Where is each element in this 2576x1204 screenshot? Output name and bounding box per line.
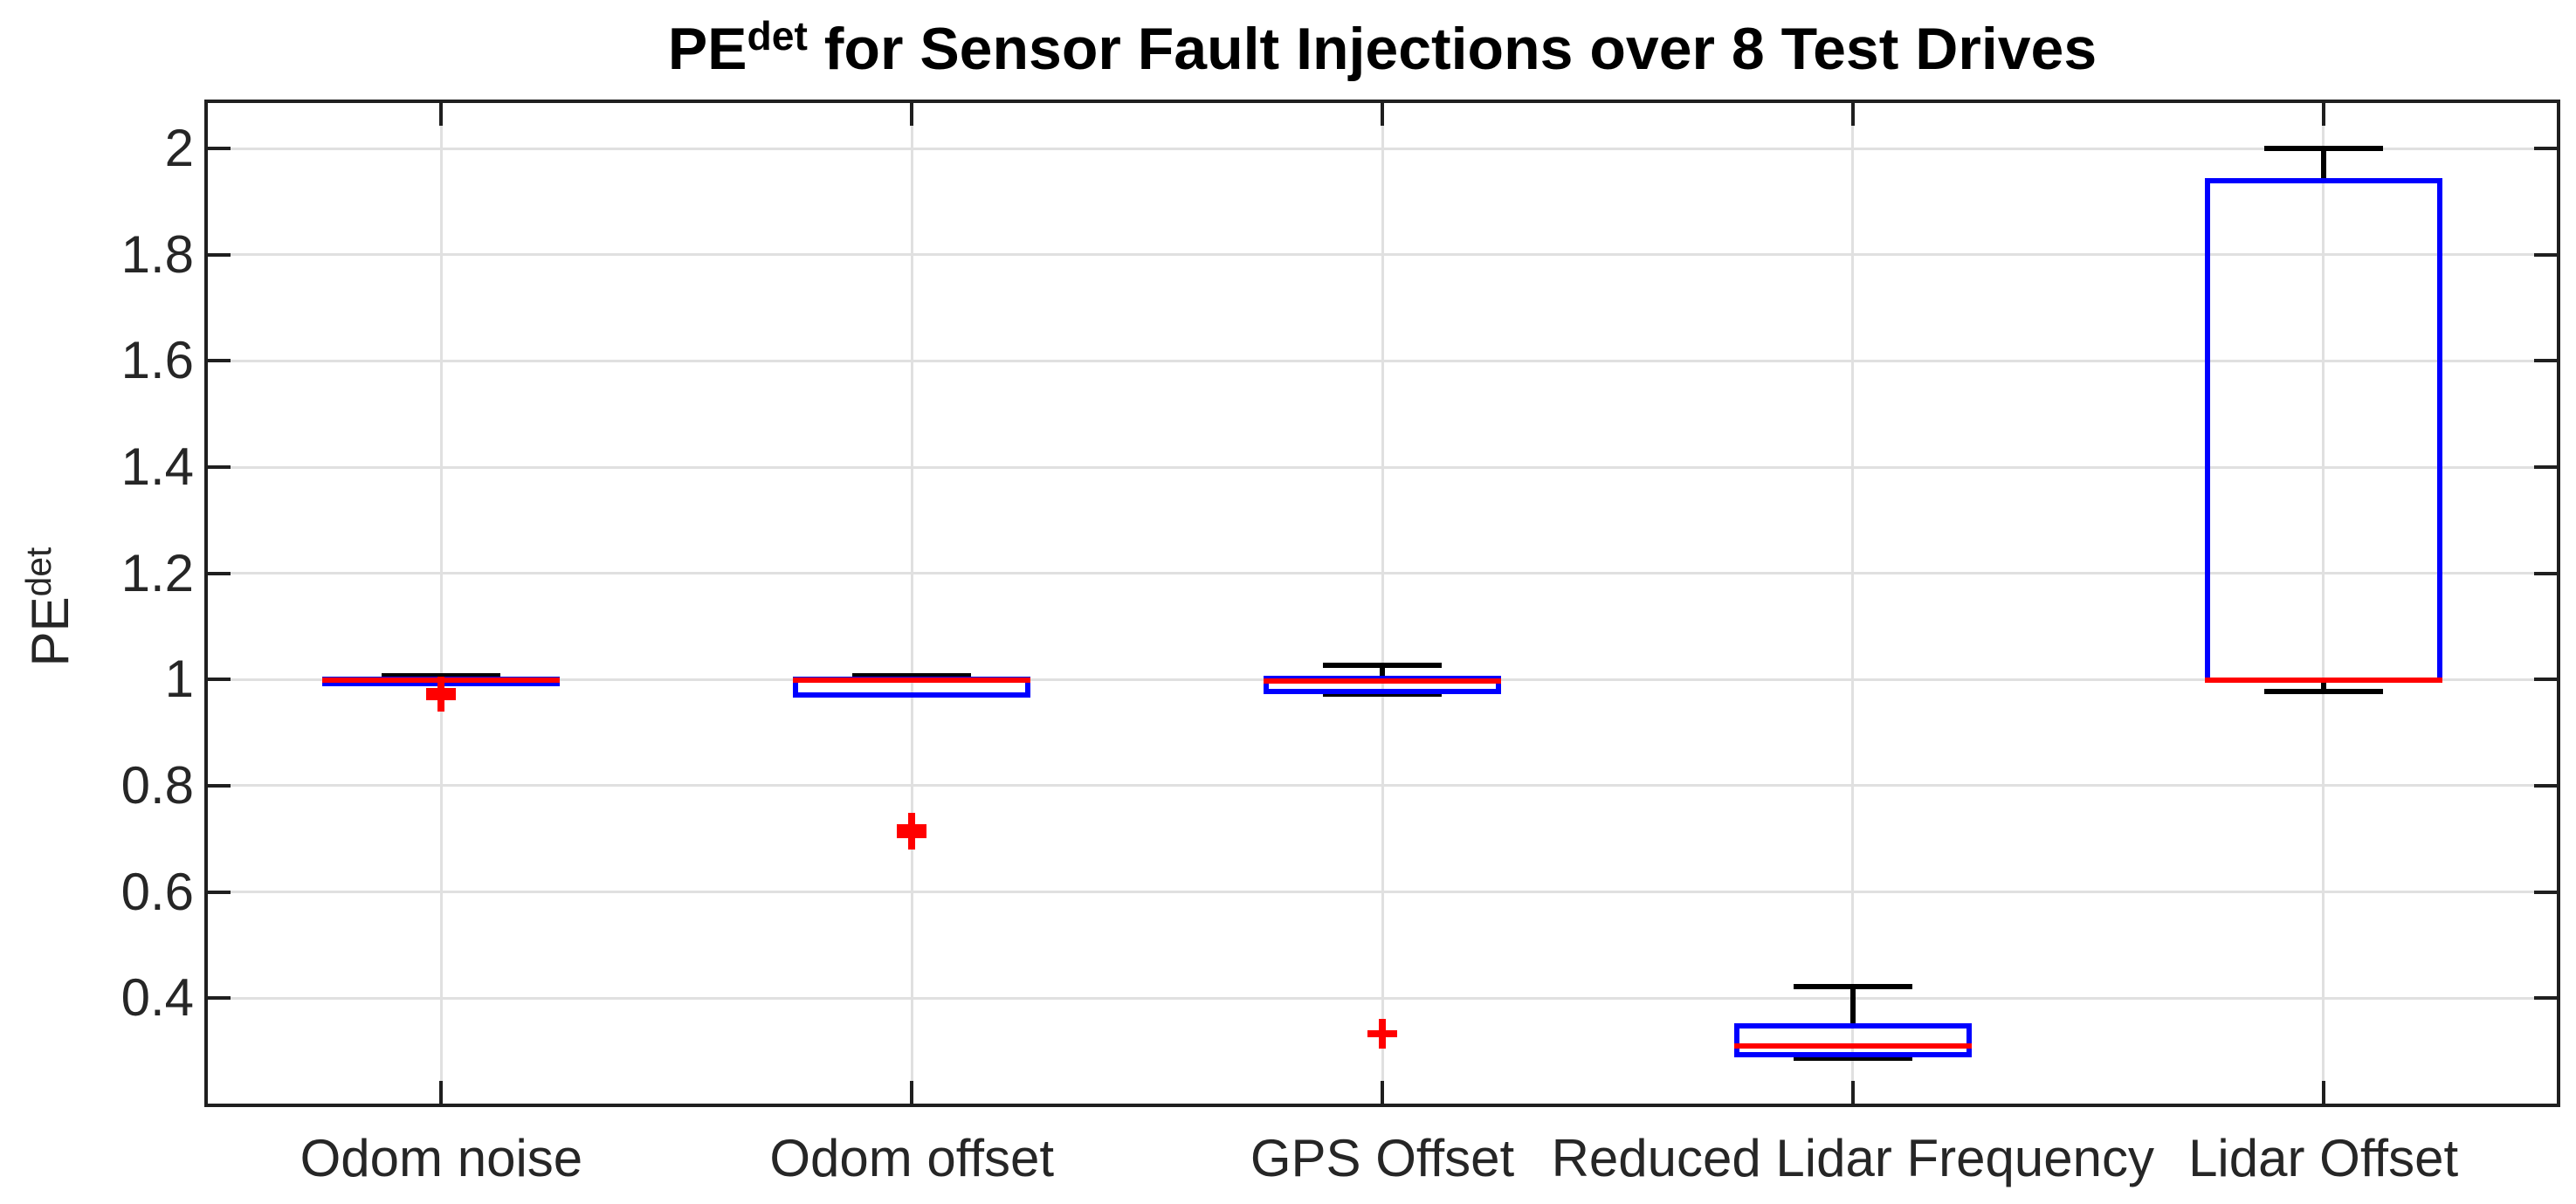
upper-whisker-cap — [2263, 146, 2383, 152]
x-tick-mark — [2321, 101, 2325, 126]
x-tick-mark — [1850, 1081, 1855, 1105]
x-tick-mark — [439, 101, 444, 126]
x-tick-mark — [910, 1081, 914, 1105]
lower-whisker-cap — [2263, 688, 2383, 694]
y-tick-mark — [2534, 890, 2559, 894]
x-tick-mark — [2321, 1081, 2325, 1105]
x-tick-label: Reduced Lidar Frequency — [1551, 1129, 2154, 1187]
box-top-edge — [1733, 1023, 1972, 1029]
vertical-gridline — [439, 101, 443, 1105]
x-tick-mark — [439, 1081, 444, 1105]
y-tick-label: 1.6 — [121, 331, 194, 390]
vertical-gridline — [910, 101, 913, 1105]
vertical-gridline — [1851, 101, 1855, 1105]
box-bottom-edge — [793, 691, 1031, 698]
x-tick-label: GPS Offset — [1250, 1129, 1515, 1187]
y-tick-mark — [2534, 996, 2559, 1001]
y-tick-mark — [2534, 783, 2559, 788]
outlier-marker — [1379, 1018, 1386, 1049]
box-right-edge — [1025, 676, 1031, 698]
x-tick-mark — [1381, 1081, 1384, 1105]
y-tick-label: 0.6 — [121, 862, 194, 921]
y-tick-label: 1.8 — [121, 224, 194, 284]
chart-title-rest: for Sensor Fault Injections over 8 Test … — [807, 16, 2097, 82]
box-left-edge — [1733, 1023, 1739, 1057]
y-tick-label: 1.2 — [121, 543, 194, 602]
y-tick-mark — [206, 571, 231, 575]
y-tick-label: 1.4 — [121, 437, 194, 496]
median-line — [793, 678, 1031, 684]
median-line — [1733, 1042, 1972, 1049]
y-tick-mark — [206, 465, 231, 469]
box-bottom-edge — [1264, 688, 1501, 694]
y-tick-mark — [206, 996, 231, 1001]
upper-whisker-cap — [382, 673, 501, 678]
x-tick-mark — [1381, 101, 1384, 126]
lower-whisker-stem — [2320, 680, 2326, 691]
outlier-marker — [908, 820, 916, 850]
y-tick-label: 0.8 — [121, 755, 194, 815]
y-tick-label: 1 — [164, 650, 194, 709]
x-tick-label: Lidar Offset — [2188, 1129, 2459, 1187]
lower-whisker-cap — [1323, 691, 1442, 698]
upper-whisker-stem — [1849, 986, 1856, 1027]
x-tick-mark — [1850, 101, 1855, 126]
y-tick-mark — [2534, 252, 2559, 257]
box-right-edge — [2436, 178, 2442, 684]
x-tick-mark — [910, 101, 914, 126]
y-tick-mark — [2534, 147, 2559, 151]
x-tick-label: Odom noise — [300, 1129, 583, 1187]
x-tick-label: Odom offset — [769, 1129, 1055, 1187]
chart-title-superscript: det — [747, 12, 808, 58]
chart-title-prefix: PE — [667, 16, 747, 82]
median-line — [2204, 677, 2442, 683]
vertical-gridline — [2322, 101, 2325, 1105]
y-tick-mark — [2534, 571, 2559, 575]
y-tick-mark — [2534, 465, 2559, 469]
lower-whisker-cap — [1793, 1056, 1912, 1062]
box-top-edge — [2204, 178, 2442, 184]
y-tick-mark — [206, 783, 231, 788]
median-line — [1264, 678, 1501, 685]
vertical-gridline — [1381, 101, 1384, 1105]
outlier-marker — [437, 681, 445, 712]
box-left-edge — [2204, 178, 2210, 684]
y-tick-mark — [2534, 359, 2559, 363]
upper-whisker-stem — [2320, 148, 2326, 182]
upper-whisker-cap — [1323, 662, 1442, 668]
box-right-edge — [1966, 1023, 1972, 1057]
y-tick-mark — [206, 678, 231, 682]
upper-whisker-cap — [1793, 983, 1912, 989]
y-tick-mark — [206, 359, 231, 363]
box-left-edge — [1264, 676, 1269, 694]
y-tick-mark — [206, 252, 231, 257]
y-tick-mark — [206, 890, 231, 894]
box-right-edge — [1496, 676, 1501, 694]
box-bottom-edge — [1733, 1051, 1972, 1057]
y-tick-mark — [2534, 678, 2559, 682]
chart-title: PEdet for Sensor Fault Injections over 8… — [206, 7, 2559, 91]
upper-whisker-stem — [1380, 664, 1385, 679]
y-tick-mark — [206, 147, 231, 151]
y-tick-label: 0.4 — [121, 968, 194, 1028]
y-tick-label: 2 — [164, 119, 194, 178]
box-top-edge — [1264, 676, 1501, 682]
upper-whisker-cap — [852, 673, 972, 678]
box-left-edge — [793, 676, 799, 698]
